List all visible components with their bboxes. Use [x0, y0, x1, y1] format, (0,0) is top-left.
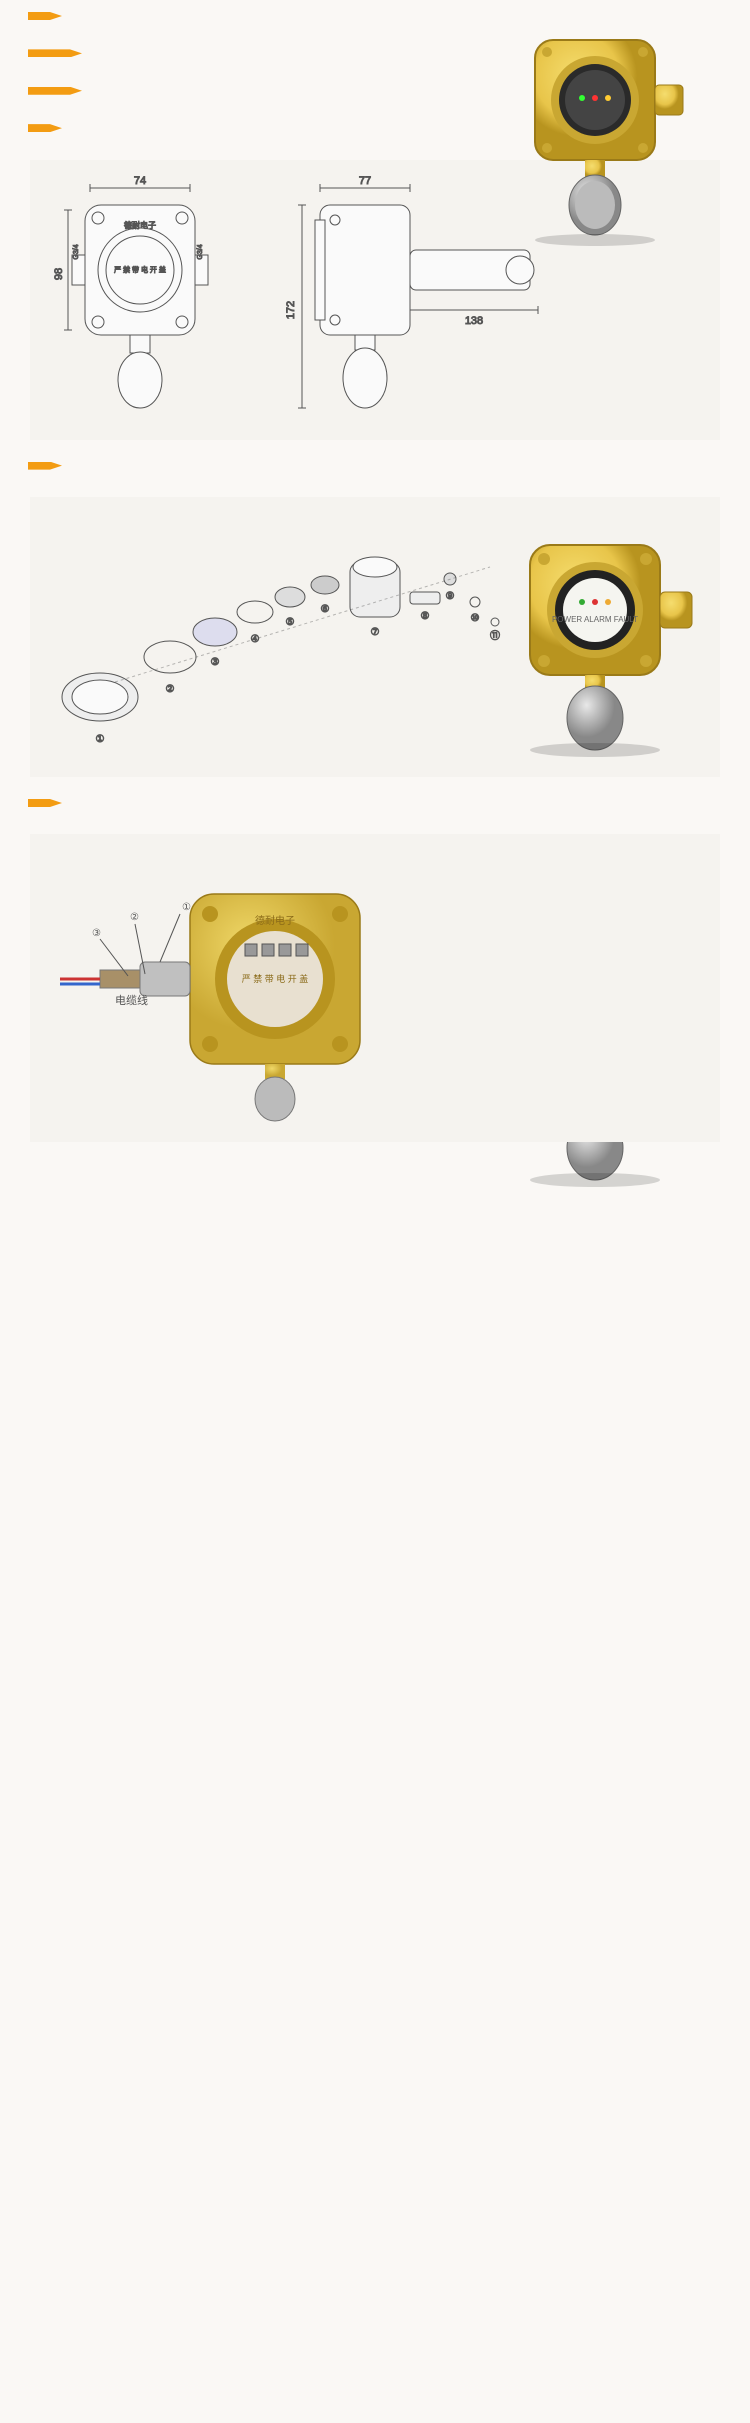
header-features — [28, 49, 82, 57]
svg-text:⑨: ⑨ — [446, 591, 455, 602]
svg-text:77: 77 — [359, 175, 371, 187]
svg-text:⑩: ⑩ — [471, 613, 480, 624]
header-dimensions — [28, 124, 62, 132]
svg-text:G3/4: G3/4 — [73, 244, 80, 259]
header-wiring — [28, 799, 62, 807]
svg-text:德耐电子: 德耐电子 — [255, 914, 295, 927]
svg-text:138: 138 — [465, 315, 483, 327]
svg-text:G3/4: G3/4 — [197, 244, 204, 259]
svg-text:⑤: ⑤ — [286, 617, 295, 628]
svg-text:②: ② — [166, 684, 175, 695]
device-photo-mid: POWER ALARM FAULT — [500, 520, 720, 760]
header-components — [28, 462, 62, 470]
svg-text:172: 172 — [285, 300, 297, 318]
svg-text:⑧: ⑧ — [421, 611, 430, 622]
svg-text:⑥: ⑥ — [321, 604, 330, 615]
svg-text:⑪: ⑪ — [490, 630, 500, 642]
svg-text:③: ③ — [211, 657, 220, 668]
svg-text:①: ① — [182, 902, 191, 913]
wiring-diagram: 德耐电子 严 禁 带 电 开 盖 电缆线 ① ② ③ — [30, 834, 720, 1141]
svg-text:POWER ALARM FAULT: POWER ALARM FAULT — [552, 615, 638, 624]
svg-text:⑦: ⑦ — [371, 627, 380, 638]
device-photo-top — [500, 10, 720, 250]
svg-text:严 禁 带 电 开 盖: 严 禁 带 电 开 盖 — [242, 973, 309, 984]
svg-text:严 禁 带 电 开 盖: 严 禁 带 电 开 盖 — [114, 265, 166, 274]
svg-text:德耐电子: 德耐电子 — [124, 220, 156, 230]
svg-text:电缆线: 电缆线 — [115, 993, 148, 1007]
svg-text:98: 98 — [53, 267, 65, 279]
svg-text:①: ① — [96, 734, 105, 745]
header-overview — [28, 12, 62, 20]
svg-text:74: 74 — [134, 175, 146, 187]
header-specs — [28, 87, 82, 95]
svg-text:②: ② — [130, 912, 139, 923]
svg-text:③: ③ — [92, 928, 101, 939]
